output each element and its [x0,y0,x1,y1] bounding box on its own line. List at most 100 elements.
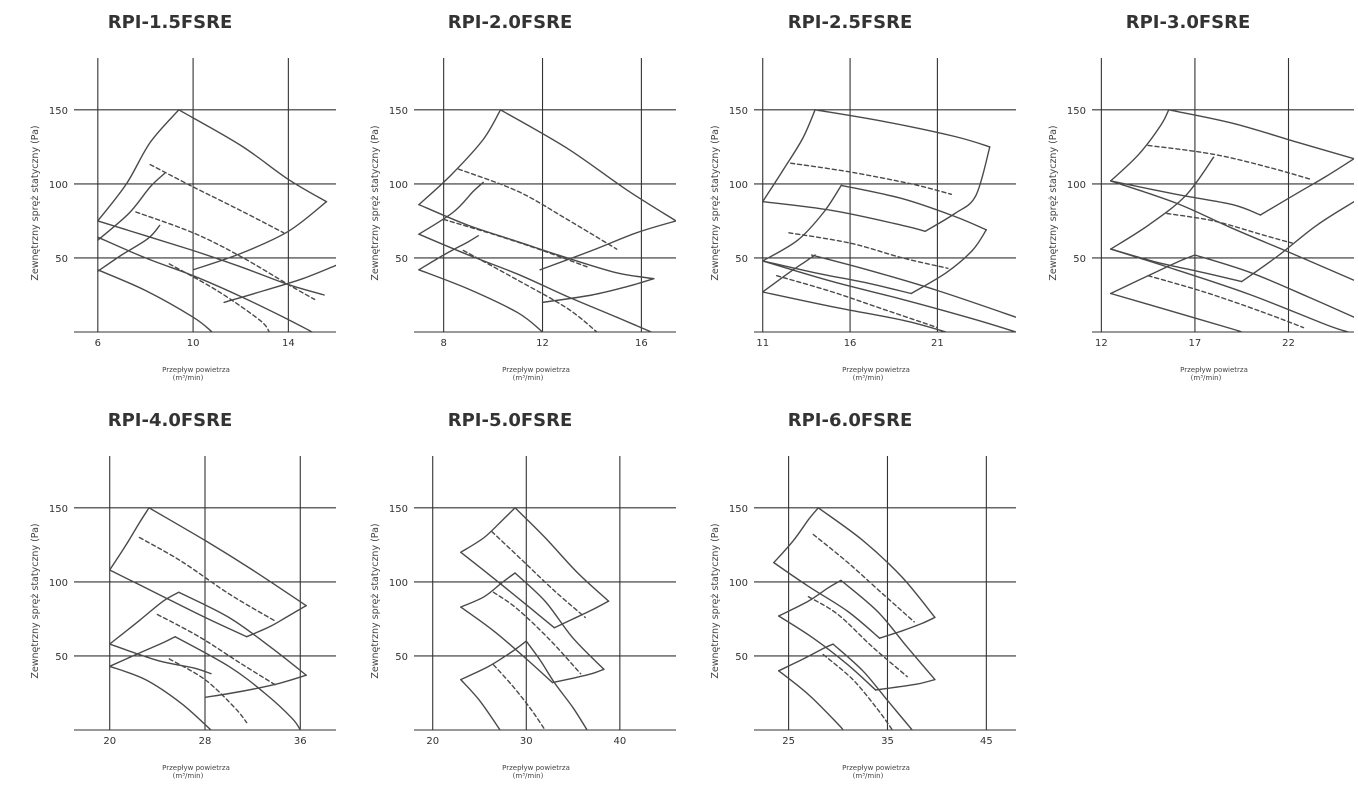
solid-curve [110,592,179,644]
y-tick-label: 150 [49,106,68,117]
x-tick-label: 35 [881,736,894,747]
solid-curve [98,237,312,332]
dashed-curve [494,592,581,673]
chart-panel: RPI-1.5FSRE 50 100 150 6 10 14 Zewnętrzny spręż… [0,0,340,398]
y-tick-label: 150 [49,504,68,515]
chart-title: RPI-1.5FSRE [108,12,233,33]
x-axis-label: Przepływ powietrza [842,764,910,772]
solid-curve [1111,181,1261,215]
solid-curve [774,508,819,563]
y-tick-label: 50 [55,254,68,265]
chart-svg: RPI-5.0FSRE 50 100 150 20 30 40 Zewnętrzny sprę… [340,398,680,796]
solid-curve [110,666,211,730]
chart-panel: RPI-4.0FSRE 50 100 150 20 28 36 Zewnętrzny sprę… [0,398,340,796]
solid-curve [815,110,990,147]
solid-curve [1111,181,1354,280]
x-tick-label: 30 [520,736,533,747]
solid-curve [419,205,654,279]
dashed-curve [150,165,283,233]
solid-curve [543,279,654,303]
y-axis-label: Zewnętrzny spręż statyczny (Pa) [710,523,721,678]
solid-curve [98,110,179,221]
x-tick-label: 45 [980,736,993,747]
dashed-curve [1148,276,1303,328]
solid-curve [110,570,247,637]
dashed-curve [459,169,617,249]
x-tick-label: 12 [1095,338,1108,349]
x-tick-label: 40 [613,736,626,747]
y-axis-label: Zewnętrzny spręż statyczny (Pa) [370,523,381,678]
solid-curve [763,292,946,332]
dashed-curve [169,264,269,332]
x-tick-label: 11 [756,338,769,349]
y-tick-label: 100 [729,578,748,589]
x-tick-label: 22 [1282,338,1295,349]
dashed-curve [169,659,246,723]
solid-curve [1195,255,1354,317]
x-tick-label: 8 [440,338,446,349]
solid-curve [419,110,501,205]
y-tick-label: 50 [395,254,408,265]
x-tick-label: 6 [95,338,101,349]
solid-curve [812,255,1016,317]
solid-curve [179,110,327,202]
chart-title: RPI-6.0FSRE [788,410,913,431]
y-tick-label: 150 [729,504,748,515]
chart-title: RPI-4.0FSRE [108,410,233,431]
solid-curve [461,641,527,680]
y-tick-label: 100 [389,578,408,589]
dashed-curve [791,163,952,194]
x-axis-unit: (m³/min) [513,374,544,382]
chart-title: RPI-2.0FSRE [448,12,573,33]
x-tick-label: 21 [931,338,944,349]
dashed-curve [1148,145,1311,179]
dashed-curve [136,212,315,299]
y-axis-label: Zewnętrzny spręż statyczny (Pa) [30,125,41,280]
solid-curve [501,110,677,221]
solid-curve [818,508,935,618]
y-tick-label: 150 [1067,106,1086,117]
y-tick-label: 100 [389,180,408,191]
x-axis-label: Przepływ powietrza [162,366,230,374]
dashed-curve [140,538,275,621]
dashed-curve [813,535,914,622]
y-tick-label: 100 [49,180,68,191]
y-tick-label: 150 [389,504,408,515]
y-tick-label: 100 [1067,180,1086,191]
y-tick-label: 50 [735,254,748,265]
y-tick-label: 150 [729,106,748,117]
solid-curve [179,592,306,675]
solid-curve [193,202,326,270]
solid-curve [461,607,553,683]
chart-svg: RPI-6.0FSRE 50 100 150 25 35 45 Zewnętrzny sprę… [680,398,1020,796]
solid-curve [540,221,676,270]
y-tick-label: 50 [735,652,748,663]
x-tick-label: 25 [782,736,795,747]
y-tick-label: 50 [1073,254,1086,265]
chart-panel: RPI-2.0FSRE 50 100 150 8 12 16 Zewnętrzny spręż… [340,0,680,398]
x-axis-unit: (m³/min) [853,772,884,780]
x-tick-label: 16 [844,338,857,349]
x-tick-label: 14 [282,338,295,349]
x-tick-label: 28 [199,736,212,747]
y-axis-label: Zewnętrzny spręż statyczny (Pa) [710,125,721,280]
x-tick-label: 12 [536,338,549,349]
chart-title: RPI-3.0FSRE [1126,12,1251,33]
chart-svg: RPI-2.0FSRE 50 100 150 8 12 16 Zewnętrzny spręż… [340,0,680,398]
solid-curve [779,616,876,690]
dashed-curve [494,665,546,730]
x-tick-label: 17 [1189,338,1202,349]
chart-svg: RPI-1.5FSRE 50 100 150 6 10 14 Zewnętrzny spręż… [0,0,340,398]
solid-curve [1111,110,1169,181]
y-axis-label: Zewnętrzny spręż statyczny (Pa) [30,523,41,678]
chart-title: RPI-5.0FSRE [448,410,573,431]
dashed-curve [492,532,586,618]
x-axis-unit: (m³/min) [513,772,544,780]
x-tick-label: 10 [187,338,200,349]
x-tick-label: 16 [635,338,648,349]
y-tick-label: 150 [389,106,408,117]
x-axis-unit: (m³/min) [853,374,884,382]
chart-panel: RPI-5.0FSRE 50 100 150 20 30 40 Zewnętrzny sprę… [340,398,680,796]
solid-curve [774,563,880,639]
solid-curve [763,110,815,202]
